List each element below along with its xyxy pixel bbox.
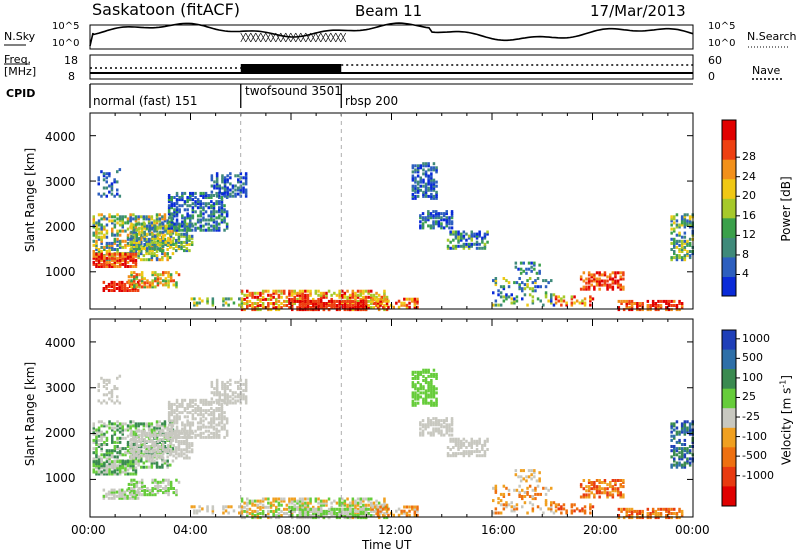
xtick-0400: 04:00 <box>173 523 208 537</box>
xtick-1200: 12:00 <box>378 523 413 537</box>
power-colorbar-tick: 20 <box>742 189 756 203</box>
nave-tick-top: 60 <box>708 54 722 67</box>
power-colorbar-tick: 24 <box>742 169 756 183</box>
velocity-colorbar-tick: 1000 <box>742 331 770 345</box>
noise-tick-top: 10^5 <box>52 21 80 32</box>
noise-right-tick-bottom: 10^0 <box>708 38 736 49</box>
power-ytick-4000: 4000 <box>45 130 76 144</box>
velocity-ytick-3000: 3000 <box>45 381 76 395</box>
power-colorbar-tick: 8 <box>742 247 749 261</box>
noise-right-label: N.Search <box>747 30 797 43</box>
velocity-colorbar-tick: -100 <box>742 429 767 443</box>
velocity-colorbar-tick: -25 <box>742 410 760 424</box>
station-title: Saskatoon (fitACF) <box>92 0 241 19</box>
noise-panel <box>89 22 790 50</box>
power-ytick-2000: 2000 <box>45 220 76 234</box>
power-colorbar-tick: 28 <box>742 150 756 164</box>
cpid-label: CPID <box>6 87 36 100</box>
velocity-colorbar-tick: 100 <box>742 370 763 384</box>
date-title: 17/Mar/2013 <box>590 2 686 20</box>
velocity-ytick-2000: 2000 <box>45 426 76 440</box>
power-scatter <box>92 162 694 312</box>
nave-label: Nave <box>752 64 781 77</box>
xtick-1600: 16:00 <box>481 523 516 537</box>
power-colorbar-tick: 16 <box>742 208 756 222</box>
cpid-segment-normal: normal (fast) 151 <box>93 94 198 108</box>
velocity-colorbar-tick: 25 <box>742 390 756 404</box>
velocity-ytick-1000: 1000 <box>45 471 76 485</box>
beam-title: Beam 11 <box>355 2 423 20</box>
noise-tick-bottom: 10^0 <box>52 38 80 49</box>
x-axis-label: Time UT <box>362 538 412 552</box>
power-ytick-3000: 3000 <box>45 175 76 189</box>
xtick-2400: 00:00 <box>675 523 710 537</box>
noise-left-label: N.Sky <box>4 30 36 43</box>
cpid-segment-rbsp: rbsp 200 <box>345 94 399 108</box>
freq-label-line1: Freq. <box>4 53 32 66</box>
power-ytick-1000: 1000 <box>45 265 76 279</box>
freq-tick-bottom: 8 <box>68 70 75 83</box>
colorbars <box>721 119 740 507</box>
velocity-colorbar-tick: -500 <box>742 449 767 463</box>
cpid-bar <box>89 83 693 108</box>
axes <box>89 112 694 518</box>
cpid-segment-twofsound: twofsound 3501 <box>245 84 342 98</box>
power-colorbar-tick: 12 <box>742 228 756 242</box>
power-colorbar-tick: 4 <box>742 267 749 281</box>
nave-tick-bottom: 0 <box>708 70 715 83</box>
xtick-2000: 20:00 <box>583 523 618 537</box>
velocity-colorbar-tick: -1000 <box>742 468 774 482</box>
freq-panel <box>4 44 782 80</box>
xtick-0000: 00:00 <box>71 523 106 537</box>
velocity-ytick-4000: 4000 <box>45 336 76 350</box>
noise-right-tick-top: 10^5 <box>708 21 736 32</box>
velocity-colorbar-tick: 500 <box>742 351 763 365</box>
xtick-0800: 08:00 <box>276 523 311 537</box>
velocity-scatter <box>92 368 694 520</box>
freq-label-line2: [MHz] <box>4 65 37 78</box>
freq-tick-top: 18 <box>64 54 78 67</box>
